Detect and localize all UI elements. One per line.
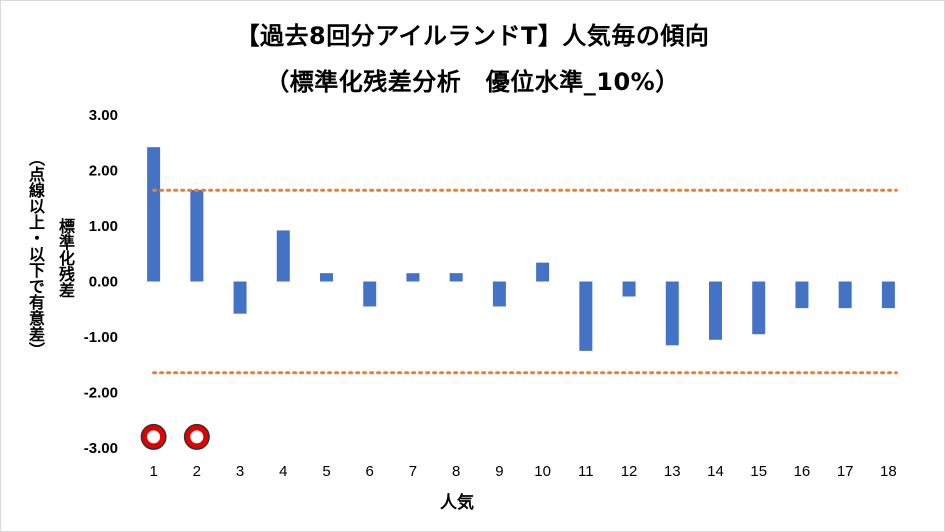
x-tick-label: 1 [149,463,157,480]
y-tick-label: 1.00 [89,218,118,235]
bar-1 [147,147,161,282]
x-tick-label: 5 [322,463,330,480]
bar-6 [363,281,377,307]
y-axis-label-note: （点線以上・以下で有意差） [26,150,45,358]
chart-title: 【過去8回分アイルランドT】人気毎の傾向 [235,22,710,50]
y-tick-label: 3.00 [89,107,118,124]
bar-8 [449,273,463,282]
bar-7 [406,273,420,282]
x-tick-label: 8 [452,463,460,480]
bar-15 [752,281,766,335]
x-tick-label: 12 [621,463,638,480]
x-tick-label: 11 [578,463,594,480]
y-axis-label: 標準化残差 [56,218,75,298]
highlight-marker-ring [185,425,209,449]
bar-13 [665,281,679,346]
x-tick-label: 7 [409,463,417,480]
x-axis-label: 人気 [440,493,474,513]
y-tick-label: 2.00 [89,163,118,180]
bar-9 [492,281,506,307]
highlight-marker-ring [142,425,166,449]
y-tick-label: -2.00 [84,385,118,402]
x-tick-label: 16 [794,463,811,480]
x-tick-label: 17 [837,463,854,480]
bar-12 [622,281,636,297]
x-tick-label: 2 [193,463,201,480]
bar-17 [838,281,852,309]
x-tick-label: 13 [664,463,681,480]
x-tick-label: 6 [366,463,374,480]
x-tick-label: 18 [880,463,897,480]
bar-11 [579,281,593,351]
y-axis-label-group: 標準化残差 （点線以上・以下で有意差） [22,150,82,410]
x-tick-label: 9 [495,463,503,480]
chart-subtitle: （標準化残差分析 優位水準_10%） [265,68,680,96]
bar-3 [233,281,247,314]
bar-4 [276,230,290,282]
y-tick-label: -3.00 [84,440,118,457]
bar-16 [795,281,809,309]
bar-10 [536,262,550,282]
bar-18 [881,281,895,309]
y-tick-label: 0.00 [89,274,118,291]
bar-14 [709,281,722,340]
x-tick-label: 14 [707,463,724,480]
y-tick-label: -1.00 [84,329,118,346]
x-tick-label: 4 [279,463,287,480]
x-tick-label: 3 [236,463,244,480]
x-tick-label: 10 [534,463,551,480]
bar-5 [320,273,333,282]
bar-2 [190,189,204,282]
x-tick-label: 15 [750,463,767,480]
